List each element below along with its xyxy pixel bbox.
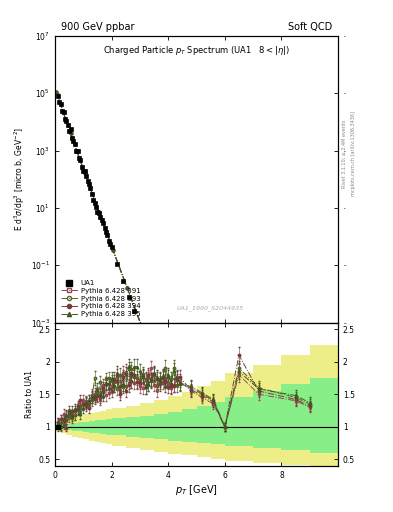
Text: Rivet 3.1.10; ≥ 2.4M events: Rivet 3.1.10; ≥ 2.4M events xyxy=(342,119,346,188)
Text: Charged Particle $p_T$ Spectrum (UA1   $8 < |\eta|$): Charged Particle $p_T$ Spectrum (UA1 $8 … xyxy=(103,45,290,57)
Text: mcplots.cern.ch [arXiv:1306.3436]: mcplots.cern.ch [arXiv:1306.3436] xyxy=(351,111,356,196)
Text: Soft QCD: Soft QCD xyxy=(288,22,332,32)
Text: 900 GeV ppbar: 900 GeV ppbar xyxy=(61,22,134,32)
Text: UA1_1990_S2044935: UA1_1990_S2044935 xyxy=(177,305,244,311)
Y-axis label: E d$^3\sigma$/dp$^3$ [micro b, GeV$^{-2}$]: E d$^3\sigma$/dp$^3$ [micro b, GeV$^{-2}… xyxy=(12,127,27,231)
Legend: UA1, Pythia 6.428 391, Pythia 6.428 393, Pythia 6.428 394, Pythia 6.428 395: UA1, Pythia 6.428 391, Pythia 6.428 393,… xyxy=(59,278,143,319)
X-axis label: $p_T$ [GeV]: $p_T$ [GeV] xyxy=(175,482,218,497)
Y-axis label: Ratio to UA1: Ratio to UA1 xyxy=(25,370,34,418)
